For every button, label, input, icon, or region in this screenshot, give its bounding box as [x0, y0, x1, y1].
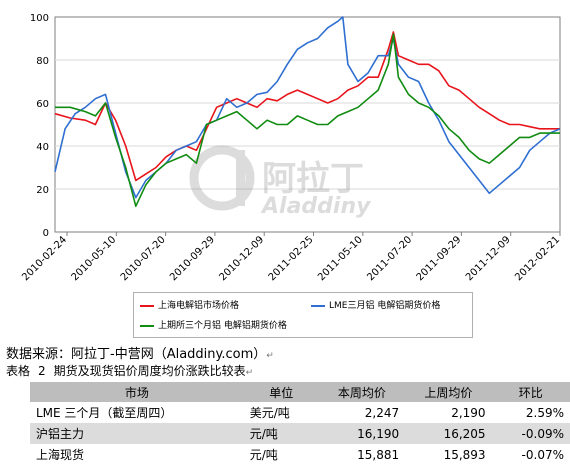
legend-swatch-green — [140, 324, 154, 327]
chart-legend: 上海电解铝市场价格 LME三月铝 电解铝期货价格 上期所三个月铝 电解铝期货价格 — [133, 292, 473, 338]
caption-number: 2 — [38, 364, 46, 378]
x-tick-label: 2011-02-25 — [267, 234, 316, 283]
series-line-1 — [54, 16, 561, 199]
legend-label: LME三月铝 电解铝期货价格 — [329, 301, 441, 311]
y-tick-label: 60 — [36, 99, 49, 110]
data-source-line: 数据来源：阿拉丁-中营网（Aladdiny.com）↵ — [6, 343, 274, 362]
series-line-0 — [54, 31, 560, 182]
legend-swatch-red — [140, 304, 154, 307]
x-tick-label: 2010-09-29 — [168, 234, 217, 283]
header-unit: 单位 — [243, 382, 319, 402]
legend-swatch-blue — [311, 304, 325, 307]
paragraph-mark: ↵ — [245, 368, 254, 378]
y-tick-label: 20 — [36, 185, 49, 196]
cell-last-week: 15,893 — [443, 447, 486, 462]
data-source-text: 数据来源：阿拉丁-中营网（Aladdiny.com） — [6, 347, 267, 362]
price-comparison-table: 市场 单位 本周均价 上周均价 环比 LME 三个月（截至周四） 美元/吨 2,… — [30, 382, 570, 465]
cell-change: -0.07% — [521, 447, 564, 462]
header-this-week: 本周均价 — [318, 382, 406, 402]
x-tick-label: 2010-05-10 — [70, 234, 119, 283]
header-market: 市场 — [30, 382, 244, 402]
series-line-2 — [55, 33, 560, 207]
legend-label: 上海电解铝市场价格 — [158, 301, 240, 311]
cell-unit: 元/吨 — [249, 448, 278, 462]
cell-market: 上海现货 — [36, 448, 85, 462]
legend-label: 上期所三个月铝 电解铝期货价格 — [158, 321, 287, 331]
table-header-row: 市场 单位 本周均价 上周均价 环比 — [30, 382, 570, 402]
x-tick-label: 2010-02-24 — [20, 234, 69, 283]
cell-last-week: 16,205 — [405, 423, 492, 444]
cell-this-week: 15,881 — [357, 447, 400, 462]
y-tick-label: 40 — [36, 142, 49, 153]
aladdiny-watermark: TM 阿拉丁 Aladdiny — [189, 145, 372, 219]
series-lines — [54, 16, 561, 207]
legend-item-lme: LME三月铝 电解铝期货价格 — [311, 300, 440, 312]
header-change: 环比 — [491, 382, 570, 402]
y-tick-label: 100 — [30, 13, 49, 24]
svg-text:Aladdiny: Aladdiny — [260, 194, 372, 219]
header-last-week: 上周均价 — [405, 382, 492, 402]
cell-unit: 元/吨 — [243, 423, 319, 444]
table-caption: 表格 2 期货及现货铝价周度均价涨跌比较表↵ — [6, 362, 253, 379]
x-tick-label: 2011-09-29 — [415, 234, 464, 283]
x-tick-label: 2011-07-20 — [365, 234, 414, 283]
cell-this-week: 2,247 — [364, 405, 400, 420]
x-tick-label: 2010-12-09 — [217, 234, 266, 283]
cell-last-week: 2,190 — [451, 405, 486, 420]
y-axis-ticks: 0 20 40 60 80 100 — [30, 13, 49, 239]
plot-area — [54, 16, 561, 233]
y-tick-label: 0 — [43, 228, 49, 239]
table-row: 沪铝主力 元/吨 16,190 16,205 -0.09% — [30, 423, 570, 444]
x-axis-ticks: 2010-02-24 2010-05-10 2010-07-20 2010-09-29… — [20, 232, 562, 283]
table-row: LME 三个月（截至周四） 美元/吨 2,247 2,190 2.59% — [30, 402, 570, 423]
y-tick-label: 80 — [36, 56, 49, 67]
legend-item-shfe: 上期所三个月铝 电解铝期货价格 — [140, 320, 287, 332]
svg-text:阿拉丁: 阿拉丁 — [262, 159, 364, 199]
svg-text:TM: TM — [231, 149, 244, 158]
x-tick-label: 2011-12-09 — [464, 234, 513, 283]
legend-item-shanghai-spot: 上海电解铝市场价格 — [140, 300, 239, 312]
cell-change: -0.09% — [491, 423, 570, 444]
caption-label: 表格 — [6, 364, 31, 378]
x-tick-label: 2010-07-20 — [119, 234, 168, 283]
cell-unit: 美元/吨 — [249, 406, 290, 420]
caption-title: 期货及现货铝价周度均价涨跌比较表 — [53, 364, 246, 378]
cell-market: 沪铝主力 — [30, 423, 244, 444]
cell-this-week: 16,190 — [318, 423, 406, 444]
x-tick-label: 2011-05-10 — [316, 234, 365, 283]
cell-change: 2.59% — [525, 405, 564, 420]
table-row: 上海现货 元/吨 15,881 15,893 -0.07% — [30, 444, 570, 465]
x-tick-label: 2012-02-21 — [513, 234, 562, 283]
cell-market: LME 三个月（截至周四） — [36, 406, 173, 420]
grid-lines — [55, 59, 560, 190]
paragraph-mark: ↵ — [266, 351, 274, 361]
